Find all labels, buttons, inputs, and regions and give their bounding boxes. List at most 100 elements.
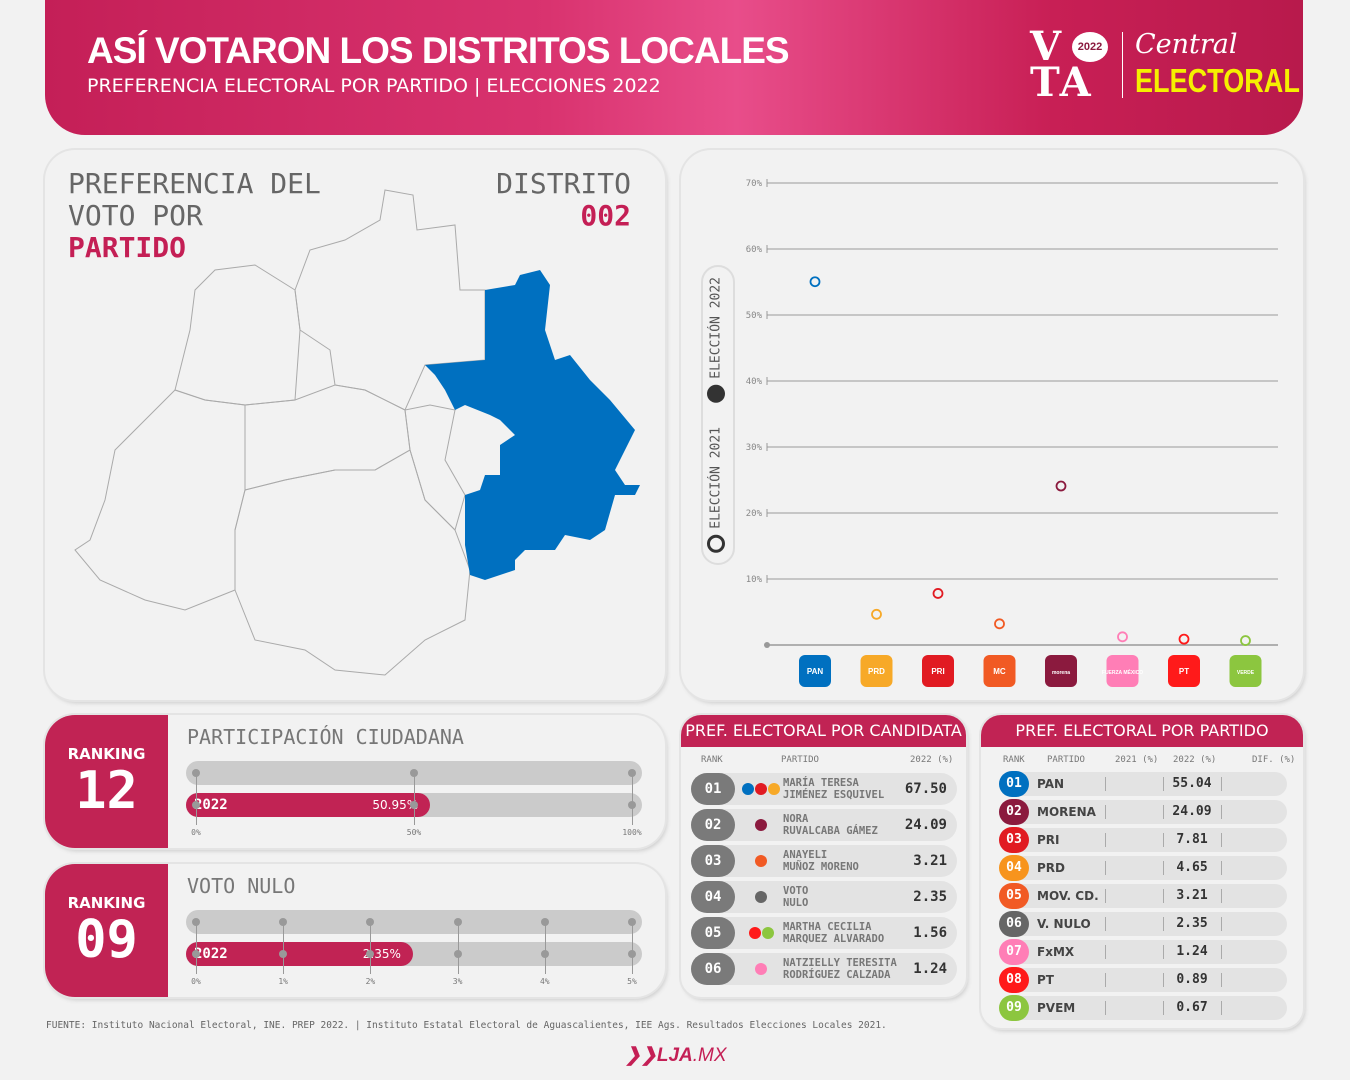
candidate-row[interactable]: 06 NATZIELLY TERESITA RODRÍGUEZ CALZADA 1.2… <box>691 953 957 985</box>
scale-dot <box>628 918 636 926</box>
bar-fill: 2022 50.95% <box>186 793 431 817</box>
party-color-dots <box>739 927 783 939</box>
table-title: PREF. ELECTORAL POR CANDIDATA <box>681 715 966 747</box>
party-row[interactable]: 01 PAN 55.04 <box>999 771 1287 797</box>
divider <box>1221 889 1222 903</box>
party-row[interactable]: 08 PT 0.89 <box>999 967 1287 993</box>
divider <box>1105 889 1106 903</box>
legend-2022: ELECCIÓN 2022 <box>707 277 725 403</box>
data-point-morena[interactable] <box>1055 480 1067 492</box>
col-header: RANK <box>1003 755 1025 765</box>
candidate-rank: 02 <box>691 809 735 841</box>
svg-text:PT: PT <box>1179 667 1189 676</box>
divider <box>1163 777 1164 791</box>
data-point-pri[interactable] <box>932 588 944 599</box>
col-header: 2022 (%) <box>1173 755 1217 765</box>
candidate-row[interactable]: 01 MARÍA TERESA JIMÉNEZ ESQUIVEL 67.50 <box>691 773 957 805</box>
party-row[interactable]: 09 PVEM 0.67 <box>999 995 1287 1021</box>
chart-legend: ELECCIÓN 2022 ELECCIÓN 2021 <box>701 265 735 565</box>
source-note: FUENTE: Instituto Nacional Electoral, IN… <box>46 1020 887 1031</box>
scale-label: 0% <box>191 977 201 986</box>
party-logo-morena: morena <box>1045 655 1077 687</box>
data-point-fxmx[interactable] <box>1117 631 1128 643</box>
candidate-row[interactable]: 04 VOTO NULO 2.35 <box>691 881 957 913</box>
divider <box>1221 973 1222 987</box>
candidate-row[interactable]: 02 NORA RUVALCABA GÁMEZ 24.09 <box>691 809 957 841</box>
party-rank: 09 <box>999 995 1029 1021</box>
district-002-highlight <box>425 270 640 580</box>
candidate-value: 67.50 <box>904 781 947 797</box>
ranking-number: 09 <box>75 910 138 970</box>
party-name: MORENA <box>1037 805 1096 819</box>
candidate-row[interactable]: 05 MARTHA CECILIA MARQUEZ ALVARADO 1.56 <box>691 917 957 949</box>
divider <box>1105 973 1106 987</box>
map-title: PREFERENCIA DEL VOTO POR PARTIDO <box>68 168 321 264</box>
party-row[interactable]: 05 MOV. CD. 3.21 <box>999 883 1287 909</box>
data-point-mc[interactable] <box>994 618 1005 630</box>
scale-dot <box>192 950 200 958</box>
header-banner: ASÍ VOTARON LOS DISTRITOS LOCALES PREFER… <box>45 0 1303 135</box>
party-name: PRI <box>1037 833 1060 847</box>
scale-dot <box>279 950 288 958</box>
y-tick-label: 20% <box>746 509 763 519</box>
bar-title: PARTICIPACIÓN CIUDADANA <box>187 725 464 749</box>
party-row[interactable]: 03 PRI 7.81 <box>999 827 1287 853</box>
district-text: DISTRITO <box>496 167 631 200</box>
party-row[interactable]: 06 V. NULO 2.35 <box>999 911 1287 937</box>
bar-title: VOTO NULO <box>187 874 296 898</box>
party-dot-icon <box>768 783 780 795</box>
data-point-prd[interactable] <box>871 608 882 620</box>
divider <box>1105 917 1106 931</box>
party-row[interactable]: 07 FxMX 1.24 <box>999 939 1287 965</box>
y-tick-label: 70% <box>746 179 763 189</box>
scale-dot <box>628 769 636 777</box>
lja-logo[interactable]: ❯❯LJA.MX <box>625 1044 727 1067</box>
candidate-value: 24.09 <box>904 817 947 833</box>
brand-name: LJA <box>656 1045 693 1066</box>
legend-label: ELECCIÓN 2021 <box>708 427 724 529</box>
col-header: PARTIDO <box>781 755 819 765</box>
party-name: V. NULO <box>1037 917 1091 931</box>
svg-text:PAN: PAN <box>807 667 824 676</box>
candidate-row[interactable]: 03 ANAYELI MUÑOZ MORENO 3.21 <box>691 845 957 877</box>
chart-panel: 10% 20% 30% 40% 50% 60% 70% PAN PRD PRI MC morena FU… <box>681 150 1303 700</box>
scale-tick <box>544 922 546 974</box>
party-value-2022: 1.24 <box>1176 944 1208 959</box>
scale-dot <box>540 950 549 958</box>
divider <box>1105 805 1106 819</box>
divider <box>1221 1001 1222 1015</box>
party-dot-icon <box>755 891 767 903</box>
divider <box>1163 833 1164 847</box>
party-name: PRD <box>1037 861 1065 875</box>
scale-tick <box>632 773 633 825</box>
candidate-rank: 04 <box>691 881 735 913</box>
vota-year-badge: 2022 <box>1072 32 1108 62</box>
bar-value: 50.95% <box>372 798 419 812</box>
divider <box>1221 945 1222 959</box>
scale-dot <box>366 918 375 926</box>
party-row[interactable]: 04 PRD 4.65 <box>999 855 1287 881</box>
data-point-pt[interactable] <box>1178 633 1190 645</box>
candidate-name: NATZIELLY TERESITA RODRÍGUEZ CALZADA <box>783 957 897 981</box>
party-dot-icon <box>742 783 754 795</box>
voto-nulo-panel: RANKING 09 VOTO NULO 2022 2.35% 0% 1% 2% 3% 4%… <box>45 864 665 997</box>
divider <box>1105 777 1106 791</box>
party-name: PAN <box>1037 777 1065 791</box>
party-dot-icon <box>761 927 774 939</box>
party-rank: 07 <box>999 939 1029 965</box>
divider <box>1221 805 1222 819</box>
party-name: PT <box>1037 973 1054 987</box>
party-color-dots <box>739 783 783 795</box>
scale-tick <box>196 922 197 974</box>
party-value-2022: 55.04 <box>1172 776 1212 791</box>
data-point-pvem[interactable] <box>1240 635 1251 646</box>
party-row[interactable]: 02 MORENA 24.09 <box>999 799 1287 825</box>
divider <box>1105 1001 1106 1015</box>
candidate-value: 1.24 <box>913 961 947 977</box>
col-header: DIF. (%) <box>1252 755 1296 765</box>
candidate-rank: 01 <box>691 773 735 805</box>
data-point-pan[interactable] <box>809 276 821 288</box>
scale-label: 50% <box>406 828 422 837</box>
divider <box>1105 833 1106 847</box>
party-name: MOV. CD. <box>1037 889 1099 903</box>
